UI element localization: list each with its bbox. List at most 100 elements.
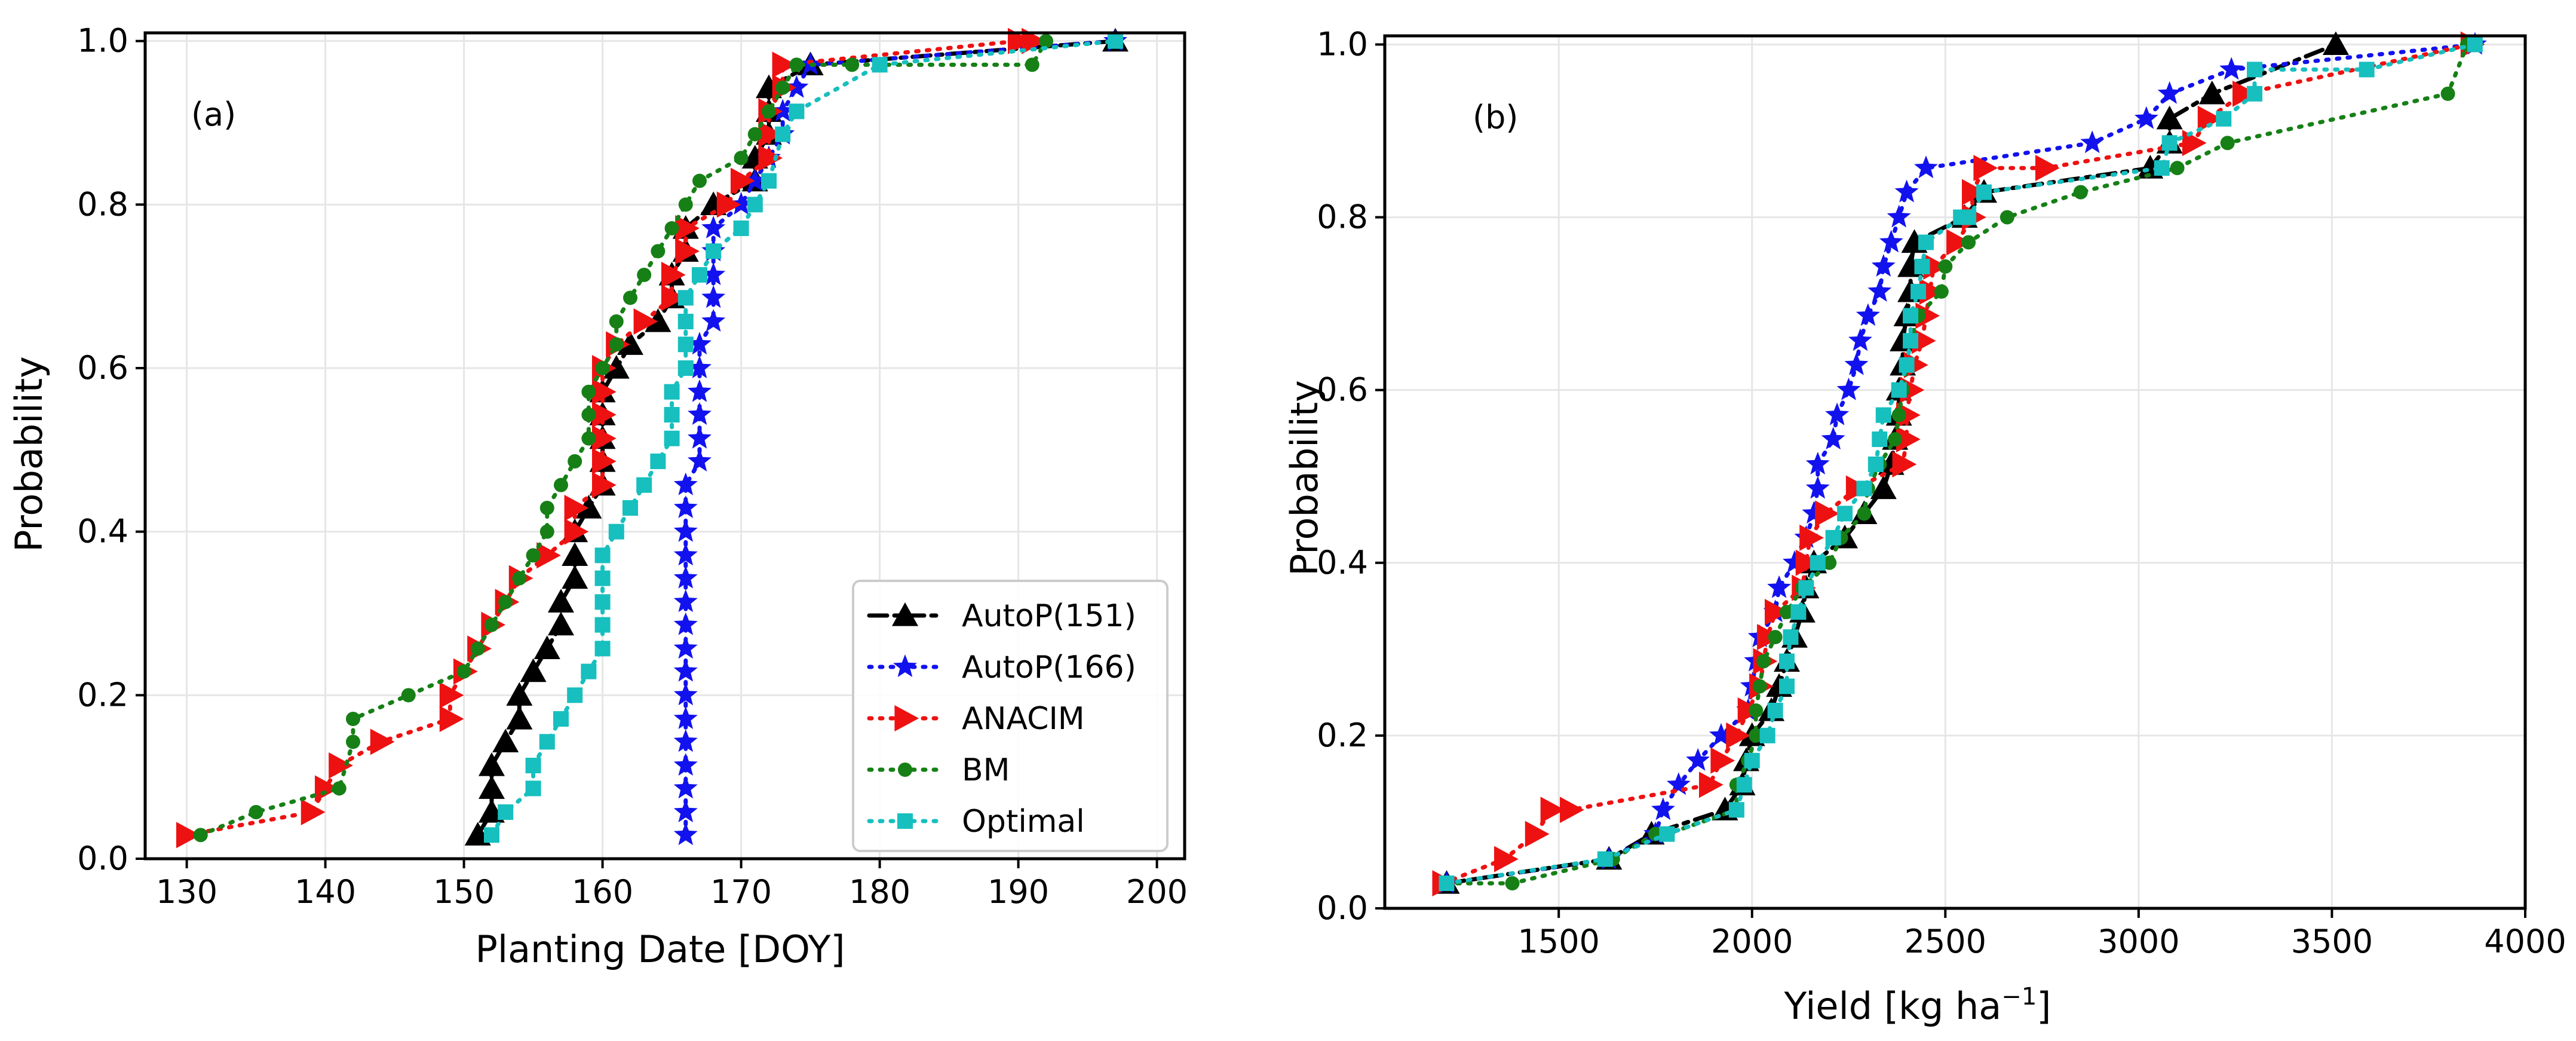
panel-b-point-autop-166: [1894, 179, 1919, 203]
panel-a-x-tick-label: 190: [988, 873, 1049, 911]
panel-b-point-optimal: [1837, 506, 1853, 522]
panel-a-point-autop-151: [645, 308, 671, 332]
panel-b-point-optimal: [1728, 802, 1744, 818]
panel-b-point-autop-166: [1848, 328, 1872, 351]
panel-b-point-bm: [1752, 679, 1767, 694]
panel-b-point-autop-166: [1821, 427, 1845, 450]
panel-a-point-optimal: [594, 570, 611, 586]
panel-a-point-autop-151: [520, 658, 547, 682]
panel-b-point-autop-151: [1870, 475, 1897, 500]
panel-b-y-tick-label: 0.8: [1317, 198, 1368, 236]
panel-a-point-optimal: [567, 687, 583, 703]
panel-a-point-bm: [762, 104, 776, 119]
panel-b-point-optimal: [1867, 456, 1884, 472]
panel-b-point-optimal: [1798, 580, 1814, 596]
panel-b-point-anacim: [1726, 722, 1750, 749]
panel-a-point-optimal: [677, 290, 694, 306]
panel-b-point-bm: [2000, 210, 2014, 225]
panel-a-point-bm: [581, 408, 596, 422]
panel-a-point-autop-166: [673, 659, 698, 682]
panel-a-point-optimal: [775, 126, 791, 142]
panel-a-label: (a): [191, 96, 236, 133]
panel-b-point-optimal: [1736, 777, 1752, 793]
panel-b-label: (b): [1473, 99, 1518, 136]
panel-b-point-autop-166: [1825, 402, 1850, 425]
panel-b-point-optimal: [1783, 629, 1799, 645]
panel-a-point-bm: [456, 664, 471, 679]
panel-a-point-anacim: [1008, 27, 1032, 54]
panel-a-point-optimal: [539, 734, 555, 750]
panel-a-point-bm: [470, 641, 485, 656]
panel-b-point-autop-151: [2156, 105, 2183, 130]
panel-a-point-autop-151: [603, 355, 630, 379]
panel-b-point-bm: [2073, 185, 2088, 200]
panel-a-point-optimal: [1108, 33, 1123, 49]
panel-a-point-bm: [1025, 57, 1039, 72]
panel-b-point-bm: [1857, 506, 1872, 521]
panel-a-point-anacim: [772, 51, 797, 78]
panel-b-point-optimal: [1914, 258, 1930, 274]
panel-a-point-bm: [554, 477, 568, 492]
panel-a-point-optimal: [706, 243, 722, 259]
panel-b-point-anacim: [1710, 747, 1735, 774]
panel-a-point-autop-166: [688, 402, 712, 425]
panel-a-point-anacim: [176, 822, 201, 849]
panel-b-point-autop-166: [1836, 377, 1861, 400]
panel-a-point-bm: [249, 805, 263, 820]
panel-b-point-autop-166: [1767, 575, 1791, 598]
panel-a-point-autop-151: [617, 331, 643, 355]
panel-a-point-bm: [747, 127, 762, 142]
panel-a-y-tick-label: 0.4: [77, 513, 128, 550]
panel-a-point-optimal: [525, 780, 541, 797]
panel-b-point-bm: [1505, 876, 1520, 891]
panel-a-point-optimal: [594, 594, 611, 610]
panel-a-point-optimal: [525, 758, 541, 774]
panel-b-x-tick-label: 3000: [2097, 923, 2179, 960]
panel-b-point-optimal: [1825, 529, 1841, 546]
panel-a-point-autop-151: [479, 752, 505, 776]
panel-b-point-autop-166: [1867, 278, 1892, 302]
panel-a-point-bm: [1039, 33, 1053, 48]
panel-a-series-optimal: [484, 33, 1123, 843]
panel-a-point-optimal: [581, 663, 597, 679]
panel-a-point-anacim: [439, 682, 464, 709]
panel-b-line-autop-151: [1445, 42, 2338, 886]
panel-a-point-anacim: [675, 238, 700, 265]
panel-b-point-autop-166: [2080, 130, 2105, 154]
panel-a-point-anacim: [661, 284, 686, 311]
panel-a-point-bm: [623, 290, 637, 305]
panel-b-point-autop-166: [1802, 501, 1826, 524]
panel-a-point-anacim: [758, 121, 783, 148]
panel-a-point-optimal: [498, 804, 514, 820]
legend-label-autop-151: AutoP(151): [962, 598, 1136, 634]
panel-b-point-bm: [2170, 161, 2185, 176]
legend-entry-optimal: Optimal: [867, 804, 1085, 840]
panel-b-point-autop-166: [1887, 204, 1911, 228]
panel-a-point-bm: [332, 781, 346, 796]
panel-a-point-bm: [609, 314, 624, 329]
panel-a-point-anacim: [536, 542, 561, 569]
panel-b-point-optimal: [1779, 653, 1795, 669]
panel-b-point-bm: [1780, 605, 1795, 620]
panel-b-point-anacim: [2035, 155, 2060, 182]
panel-b-point-autop-166: [1879, 229, 1903, 253]
panel-a-point-autop-166: [701, 285, 726, 308]
panel-a-point-bm: [346, 712, 360, 727]
panel-a-point-anacim: [592, 471, 617, 498]
panel-b-x-axis-title-superscript: −1: [2001, 983, 2037, 1011]
panel-b-y-tick-label: 0.0: [1317, 889, 1368, 927]
panel-b-x-axis-title-end: ]: [2037, 984, 2051, 1028]
panel-a-point-optimal: [789, 103, 805, 120]
panel-b-point-autop-151: [2322, 31, 2349, 56]
panel-b-point-anacim: [1896, 402, 1921, 428]
panel-b-y-tick-label: 0.4: [1317, 544, 1368, 581]
panel-b-series: [1432, 31, 2487, 897]
panel-b-point-optimal: [1779, 678, 1795, 694]
panel-a-x-tick-label: 130: [156, 873, 217, 911]
panel-a-point-autop-151: [575, 494, 602, 519]
panel-b-point-optimal: [1910, 283, 1927, 299]
panel-a-point-optimal: [677, 314, 694, 330]
panel-a-x-tick-label: 180: [849, 873, 910, 911]
panel-a-point-autop-151: [479, 775, 505, 799]
panel-a-point-bm: [609, 337, 624, 352]
